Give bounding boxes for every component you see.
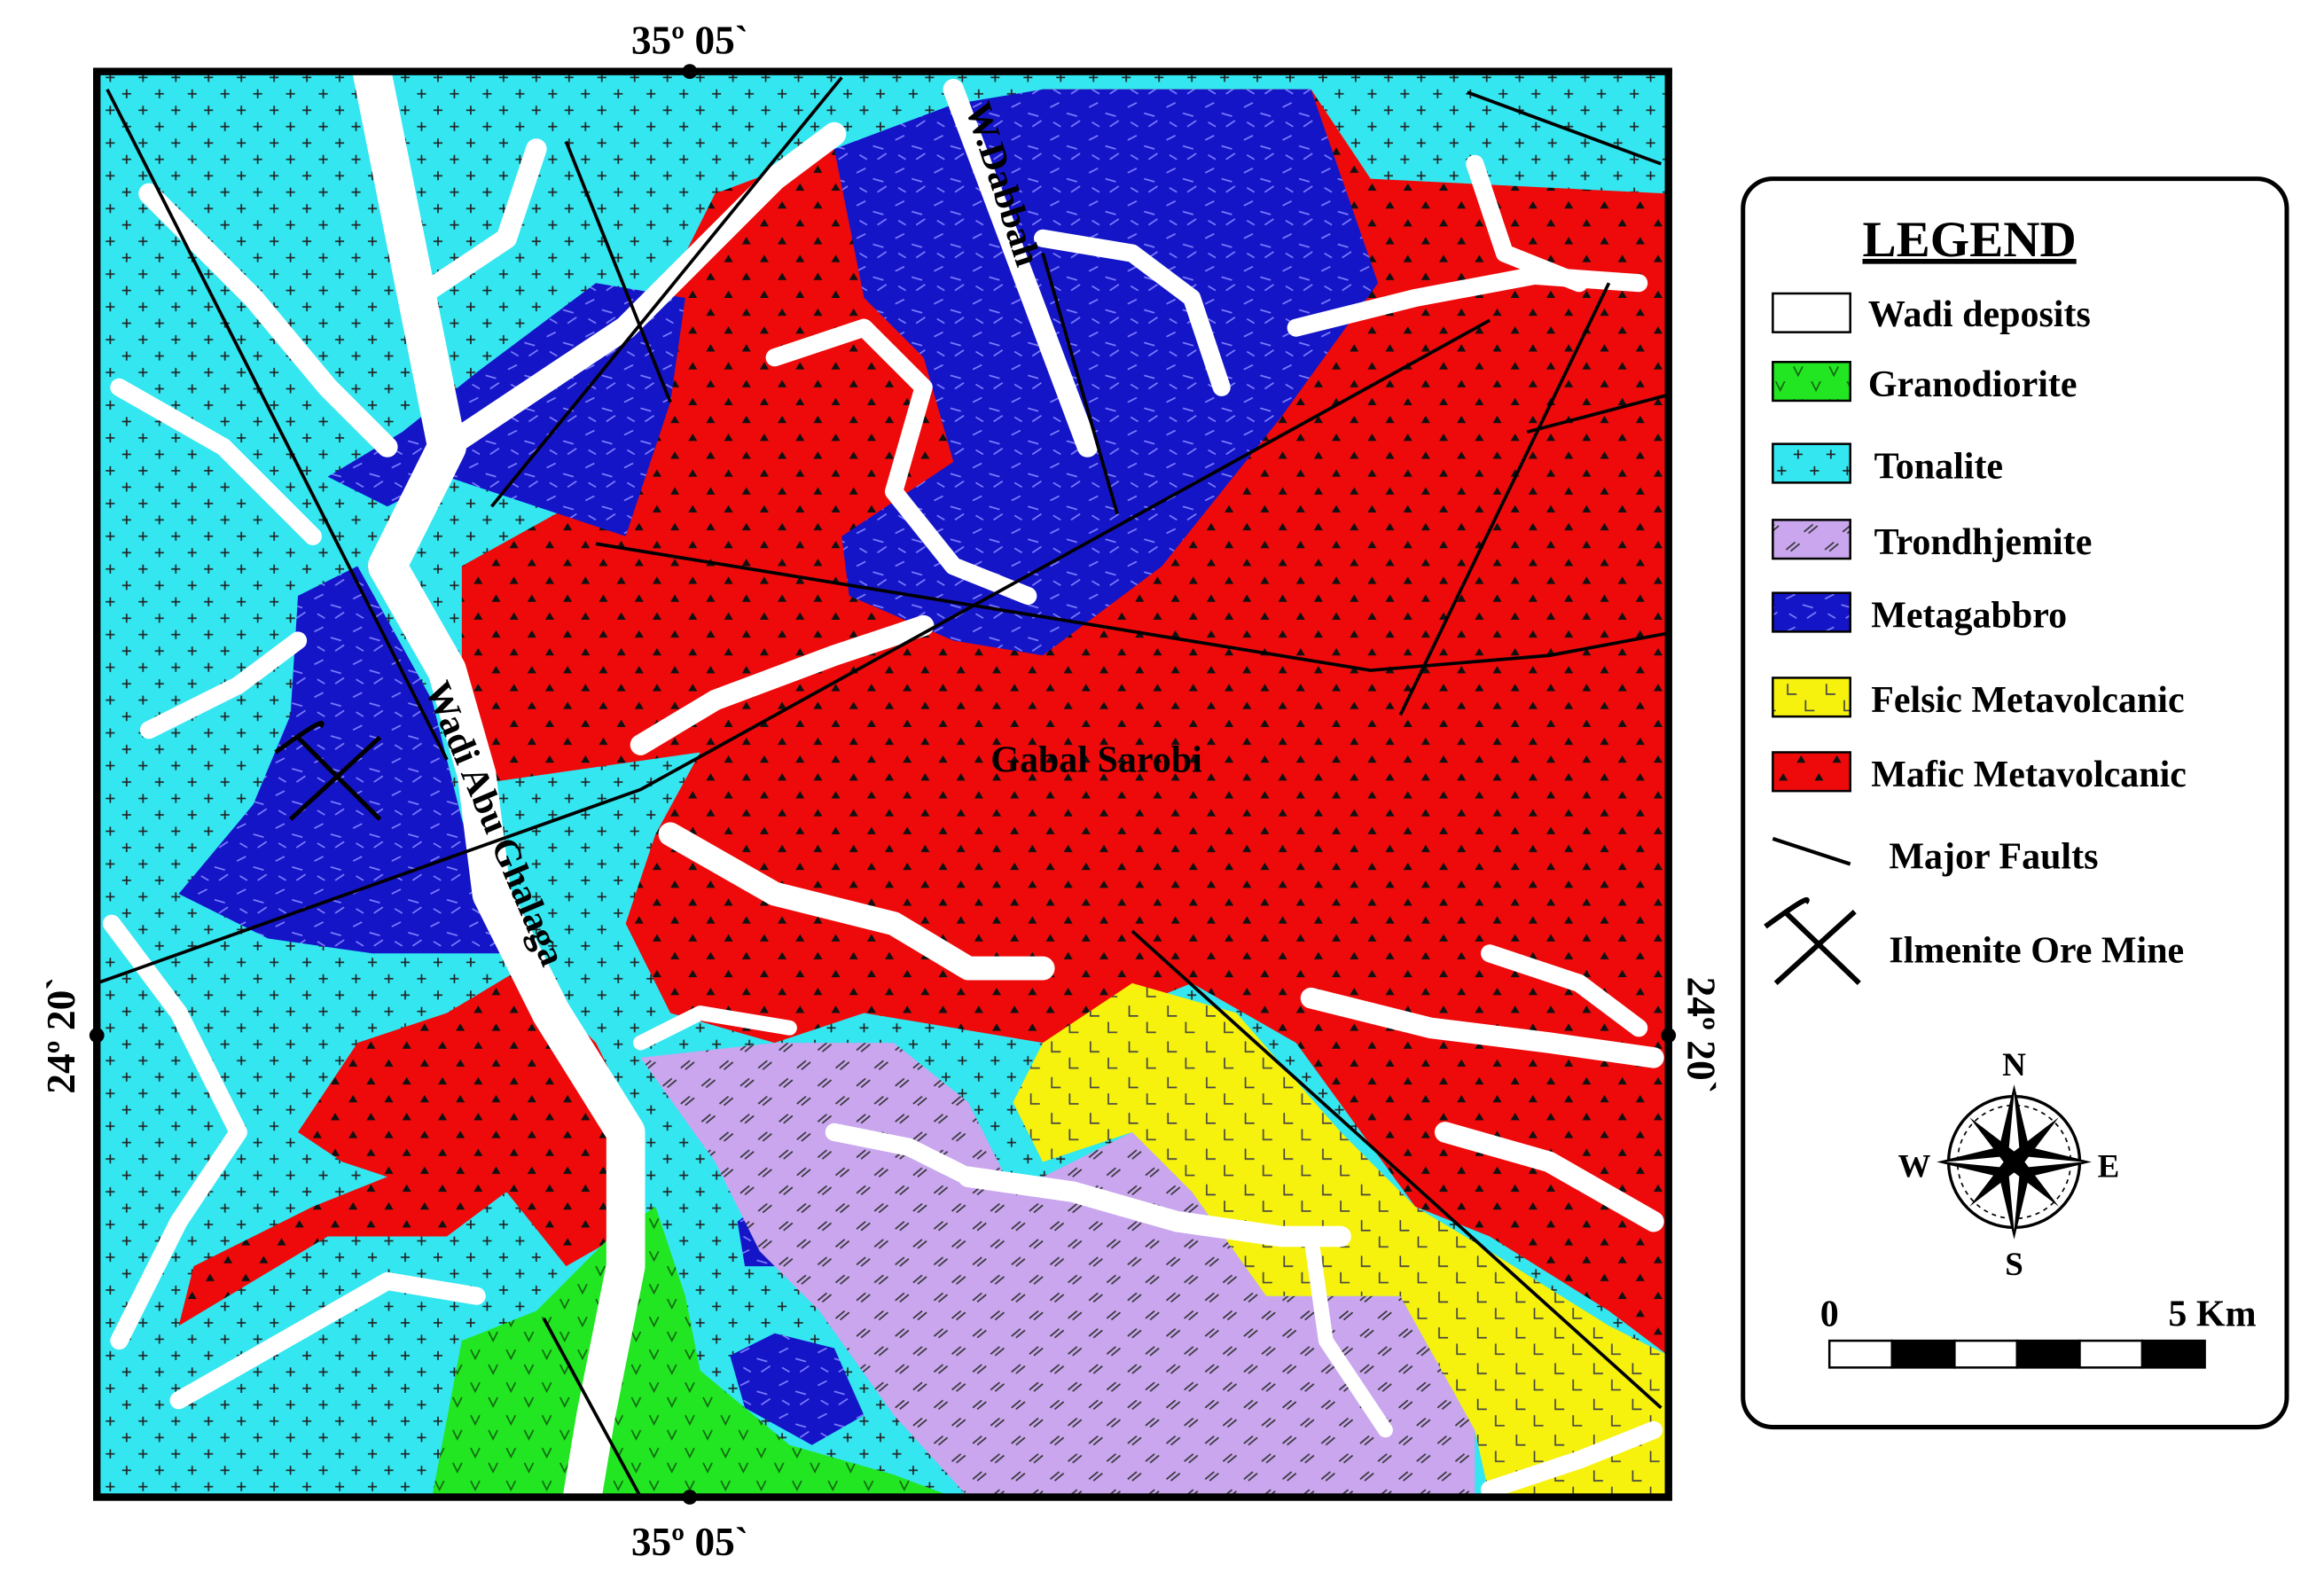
legend-item: Metagabbro — [1871, 595, 2067, 636]
metagabbro — [730, 1199, 865, 1445]
legend-title: LEGEND — [1863, 212, 2077, 268]
metagabbro — [833, 89, 1379, 656]
wadi-deposits — [102, 71, 1664, 1498]
legend-item: Granodiorite — [1868, 364, 2078, 405]
legend-item: Mafic Metavolcanic — [1871, 755, 2187, 795]
coordinate-label: 24º 20` — [1679, 977, 1724, 1094]
legend-item: Wadi deposits — [1868, 294, 2091, 335]
coordinate-ticks — [89, 64, 1677, 1505]
legend-item: Major Faults — [1889, 837, 2098, 878]
compass-rose: N S E W — [1898, 1046, 2119, 1282]
scale-label: 5 Km — [2168, 1294, 2256, 1334]
legend-box — [1741, 176, 2289, 1430]
legend-swatches — [1764, 292, 1861, 986]
granodiorite — [432, 1206, 954, 1498]
mine-symbol — [274, 720, 382, 821]
legend: LEGEND Wadi deposits Granodiorite Tonali… — [1741, 176, 2289, 1430]
trondhjemite — [640, 1043, 1475, 1498]
legend-item: Ilmenite Ore Mine — [1889, 930, 2184, 971]
scale-bar — [1827, 1339, 2206, 1369]
compass-letter: N — [2002, 1046, 2026, 1083]
map-frame — [93, 67, 1672, 1501]
legend-item: Trondhjemite — [1874, 522, 2093, 563]
coordinate-label: 35º 05` — [631, 18, 748, 62]
scale-label: 0 — [1820, 1294, 1839, 1334]
legend-item: Felsic Metavolcanic — [1871, 680, 2184, 721]
metagabbro — [178, 566, 507, 954]
map-body: W.Dabbah Wadi Abu Ghalaga Gabal Sarobi — [97, 71, 1669, 1498]
major-faults — [97, 76, 1669, 1498]
coordinate-label: 24º 20` — [39, 977, 83, 1094]
mountain-label: Gabal Sarobi — [990, 739, 1202, 780]
coordinate-label: 35º 05` — [631, 1520, 748, 1564]
mafic-metavolcanic — [178, 968, 641, 1326]
mafic-metavolcanic — [461, 89, 1669, 1356]
legend-item: Tonalite — [1874, 446, 2003, 487]
compass-letter: S — [2005, 1246, 2023, 1282]
compass-letter: W — [1898, 1147, 1930, 1184]
compass-letter: E — [2098, 1147, 2120, 1184]
